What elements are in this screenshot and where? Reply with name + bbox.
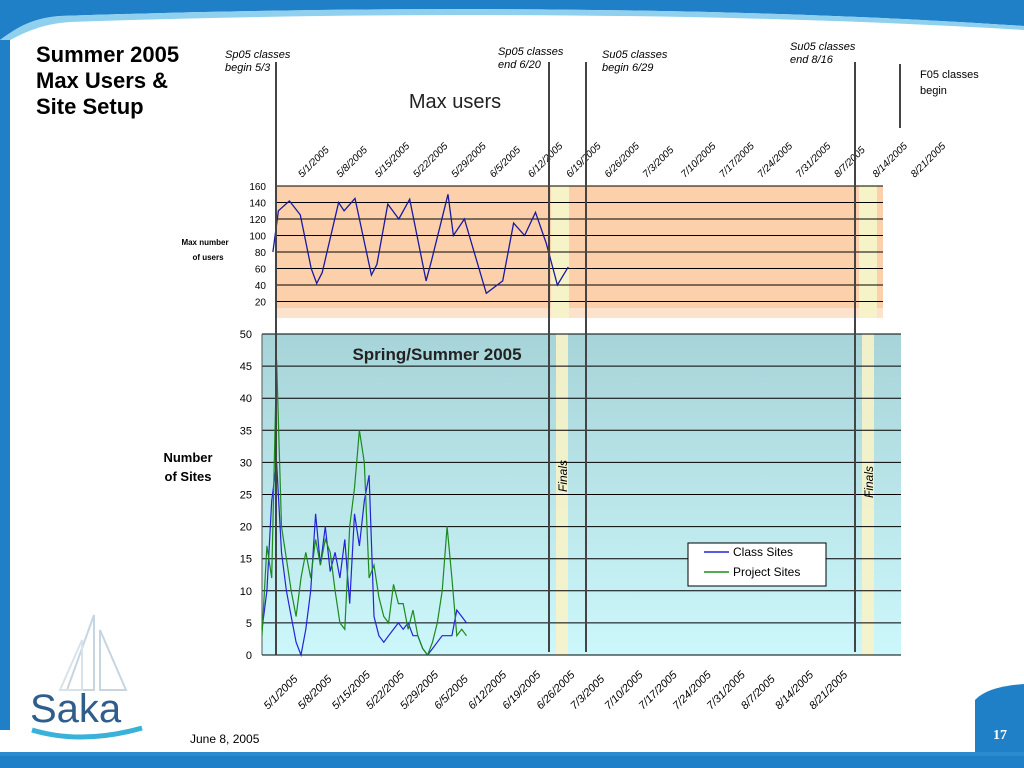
top-tick-label: 60 [255,265,267,276]
project-sites-line [261,359,467,657]
top-date-tick: 6/5/2005 [488,145,524,181]
su05_end-line1: Su05 classes [790,41,856,53]
bottom-tick-label: 45 [240,361,252,373]
finals-label-1: Finals [556,460,570,492]
top-date-tick: 7/3/2005 [641,145,677,181]
logo-text: Saka [30,687,122,731]
bottom-tick-label: 25 [240,490,252,502]
bottom-date-tick: 5/8/2005 [296,673,335,712]
top-ylabel-line2: of users [192,253,224,262]
sp05_begin-line1: Sp05 classes [225,49,291,61]
top-date-tick: 6/12/2005 [526,141,566,181]
title-line-2: Max Users & [36,68,169,93]
finals-label-2: Finals [862,466,876,498]
top-tick-label: 20 [255,298,267,309]
bottom-tick-label: 30 [240,457,252,469]
bottom-tick-label: 40 [240,393,252,405]
top-date-tick: 5/15/2005 [373,141,413,181]
bottom-tick-label: 5 [246,618,252,630]
top-tick-label: 80 [255,248,267,259]
title-line-1: Summer 2005 [36,42,180,67]
sp05_end-line1: Sp05 classes [498,46,564,58]
saka-logo: Saka [30,614,143,740]
bottom-date-tick: 5/1/2005 [262,673,301,712]
bottom-ylabel-line1: Number [163,450,212,465]
max-users-line [272,194,569,295]
logo-wave [31,725,143,740]
sail-icon [58,614,128,691]
top-tick-label: 120 [249,215,266,226]
top-tick-label: 100 [249,232,266,243]
top-chart-title: Max users [409,91,501,113]
bottom-tick-label: 0 [246,650,252,662]
top-date-tick: 7/31/2005 [794,141,834,181]
slide-title: Summer 2005 Max Users & Site Setup [36,42,179,120]
top-tick-label: 160 [249,182,266,193]
top-date-tick: 7/17/2005 [718,141,758,181]
top-date-tick: 6/19/2005 [564,141,604,181]
top-date-tick: 8/14/2005 [871,141,911,181]
bottom-line [0,752,1024,756]
bottom-tick-label: 15 [240,554,252,566]
su05_begin-line2: begin 6/29 [602,62,653,74]
top-date-tick: 8/21/2005 [909,141,949,181]
sp05_begin-line2: begin 5/3 [225,62,271,74]
bottom-tick-label: 20 [240,522,252,534]
top-band-bottom [276,308,883,318]
legend-box [687,542,827,587]
top-date-tick: 7/24/2005 [756,141,796,181]
page-number: 17 [993,728,1007,743]
f05-begin-line2: begin [920,85,947,97]
legend-label: Class Sites [733,545,793,559]
bottom-date-tick: 8/21/2005 [807,668,851,712]
bottom-tick-label: 10 [240,586,252,598]
bottom-right-corner [975,684,1024,768]
top-date-tick: 8/7/2005 [832,145,868,181]
sp05_end-line2: end 6/20 [498,59,542,71]
left-bar [0,40,10,730]
bottom-chart-title: Spring/Summer 2005 [352,345,521,364]
top-date-tick: 7/10/2005 [679,141,719,181]
top-date-tick: 5/22/2005 [411,141,451,181]
header-swoosh-highlight [0,9,1024,46]
bottom-tick-label: 50 [240,329,252,341]
bottom-tick-label: 35 [240,425,252,437]
top-date-tick: 6/26/2005 [603,141,643,181]
top-date-tick: 5/1/2005 [296,145,332,181]
top-date-tick: 5/29/2005 [450,141,490,181]
top-ylabel-line1: Max number [181,238,228,247]
top-tick-label: 40 [255,281,267,292]
legend-label: Project Sites [733,565,800,579]
class-sites-line [261,462,467,658]
su05_end-line2: end 8/16 [790,54,834,66]
header-swoosh [0,0,1024,40]
title-line-3: Site Setup [36,94,144,119]
footer-date: June 8, 2005 [190,732,260,746]
top-date-tick: 5/8/2005 [335,145,371,181]
top-tick-label: 140 [249,199,266,210]
su05_begin-line1: Su05 classes [602,49,668,61]
f05-begin-line1: F05 classes [920,69,979,81]
bottom-ylabel-line2: of Sites [165,469,212,484]
bottom-line-dark [0,756,1024,768]
